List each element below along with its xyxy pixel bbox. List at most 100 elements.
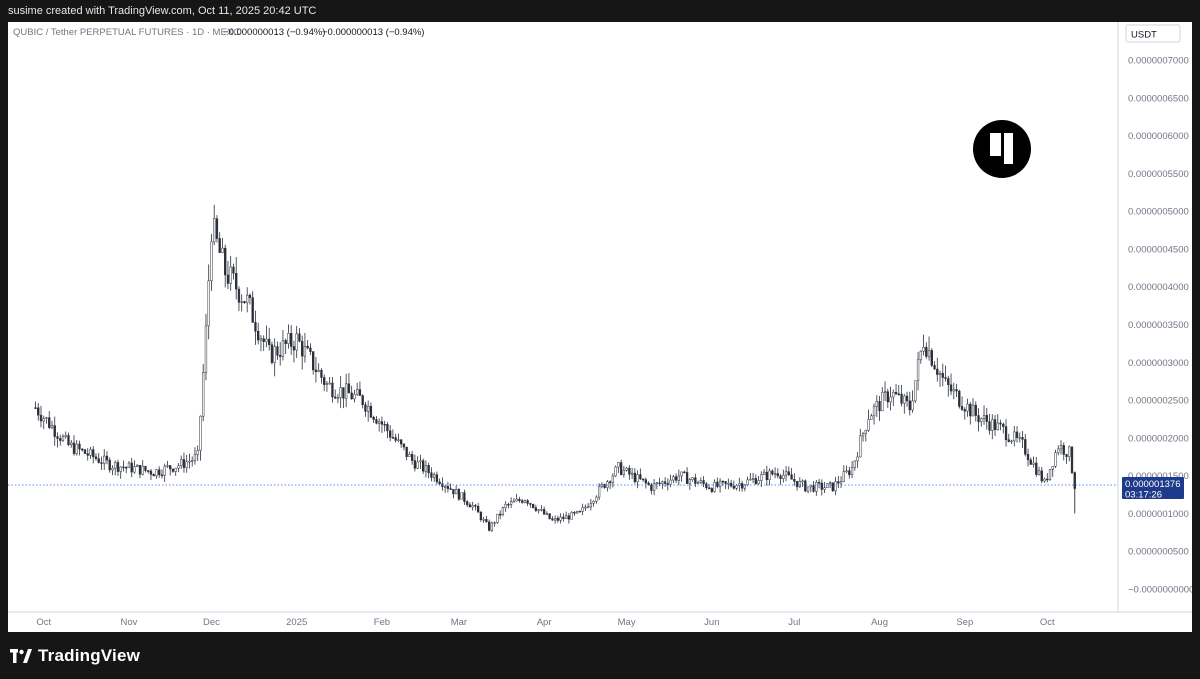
- candle-body: [677, 475, 680, 481]
- legend-change-1: −0.000000013 (−0.94%): [223, 27, 325, 38]
- price-tick-label: 0.0000005500: [1128, 169, 1189, 180]
- candle-body: [444, 486, 447, 488]
- candle-body: [586, 506, 590, 509]
- candle-body: [875, 401, 878, 407]
- tradingview-brand[interactable]: TradingView: [10, 646, 141, 665]
- price-tick-label: 0.0000005000: [1128, 207, 1189, 218]
- candle-body: [911, 400, 914, 411]
- candle-body: [515, 498, 518, 502]
- chart-area[interactable]: QUBIC / Tether PERPETUAL FUTURES · 1D · …: [8, 22, 1194, 632]
- currency-selector[interactable]: USDT: [1125, 24, 1181, 43]
- candle-body: [584, 506, 587, 509]
- candle-body: [235, 272, 238, 290]
- candle-body: [1024, 439, 1027, 455]
- candle-body: [820, 482, 823, 490]
- candle-body: [160, 474, 164, 477]
- price-tick-label: 0.0000007000: [1128, 56, 1189, 67]
- candle-body: [718, 480, 722, 487]
- candle-body: [991, 419, 994, 431]
- candle-body: [872, 406, 876, 417]
- chart-svg[interactable]: QUBIC / Tether PERPETUAL FUTURES · 1D · …: [8, 22, 1194, 632]
- candle-body: [881, 392, 884, 412]
- candle-body: [870, 415, 873, 420]
- candle-body: [1070, 446, 1074, 473]
- candle-body: [944, 377, 947, 379]
- price-tick-label: 0.0000002000: [1128, 433, 1189, 444]
- candle-body: [391, 437, 395, 439]
- candle-body: [1035, 462, 1038, 475]
- candle-body: [526, 500, 529, 504]
- price-tick-label: 0.0000003000: [1128, 358, 1189, 369]
- candle-body: [342, 387, 345, 399]
- candle-body: [372, 416, 375, 420]
- candle-body: [56, 436, 59, 439]
- candle-body: [823, 487, 826, 490]
- candle-body: [48, 417, 51, 428]
- candle-body: [652, 483, 656, 491]
- candle-body: [504, 503, 507, 508]
- candle-body: [661, 481, 664, 484]
- candle-body: [776, 473, 779, 477]
- candle-body: [1051, 465, 1054, 470]
- candle-body: [141, 465, 144, 475]
- candle-body: [1054, 452, 1057, 467]
- candle-body: [232, 266, 235, 274]
- candle-body: [204, 325, 208, 373]
- candle-body: [59, 438, 62, 441]
- time-tick-label: Apr: [537, 617, 552, 628]
- candle-body: [53, 425, 56, 437]
- candle-body: [853, 460, 856, 468]
- candle-body: [422, 460, 425, 472]
- candle-body: [977, 415, 980, 423]
- candle-body: [919, 350, 922, 361]
- candle-body: [174, 467, 177, 472]
- candle-body: [622, 470, 626, 475]
- legend-change-2: −0.000000013 (−0.94%): [322, 27, 424, 38]
- candle-body: [908, 400, 911, 411]
- candle-body: [886, 391, 889, 403]
- candle-body: [114, 462, 117, 469]
- candle-body: [125, 466, 128, 469]
- candle-body: [721, 480, 724, 483]
- candle-body: [61, 436, 65, 441]
- candle-body: [1013, 431, 1016, 442]
- candle-body: [37, 407, 40, 416]
- candle-body: [67, 435, 70, 446]
- candle-body: [413, 460, 417, 469]
- candle-body: [75, 443, 78, 454]
- candle-body: [812, 484, 815, 492]
- candle-body: [276, 346, 279, 356]
- candle-body: [94, 456, 98, 459]
- candle-body: [534, 507, 538, 511]
- candle-body: [130, 462, 133, 473]
- candle-body: [1037, 470, 1041, 475]
- candle-body: [985, 415, 988, 422]
- brand-name: TradingView: [38, 646, 141, 665]
- candle-body: [1026, 454, 1030, 461]
- candle-body: [177, 465, 180, 469]
- candle-body: [350, 392, 353, 400]
- candle-body: [633, 472, 637, 483]
- badge-background: [1122, 477, 1184, 500]
- candle-body: [240, 301, 243, 303]
- candle-body: [64, 435, 67, 437]
- candle-body: [191, 460, 194, 462]
- time-tick-label: Jul: [788, 617, 800, 628]
- candle-body: [111, 467, 114, 471]
- candle-body: [779, 475, 782, 479]
- candle-body: [597, 486, 601, 498]
- candle-body: [837, 481, 840, 484]
- candle-body: [760, 474, 763, 481]
- candle-body: [804, 480, 807, 492]
- candle-body: [386, 424, 389, 432]
- candle-body: [221, 247, 224, 253]
- price-tick-label: 0.0000004000: [1128, 282, 1189, 293]
- currency-box[interactable]: [1125, 24, 1181, 43]
- candle-body: [136, 464, 139, 467]
- time-tick-label: 2025: [286, 617, 307, 628]
- candle-body: [980, 418, 983, 423]
- top-credit-bar: susime created with TradingView.com, Oct…: [0, 0, 1200, 22]
- candle-body: [845, 470, 848, 473]
- candle-body: [1068, 446, 1071, 457]
- candle-body: [589, 503, 593, 508]
